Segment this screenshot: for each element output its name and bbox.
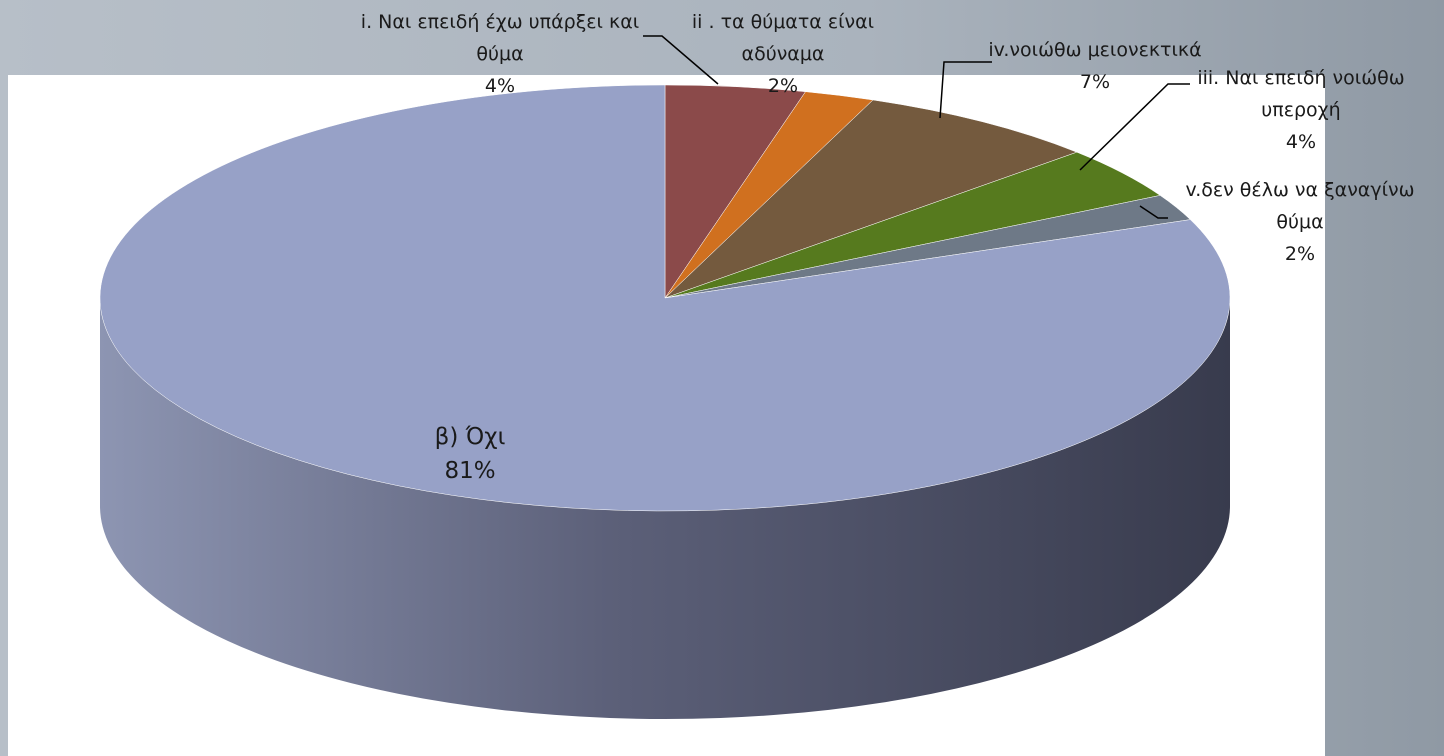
data-label: iii. Ναι επειδή νοιώθω υπεροχή 4%: [1166, 62, 1436, 158]
data-label: β) Όχι 81%: [340, 420, 600, 488]
leader-lines: [643, 35, 1190, 219]
leader-line: [1079, 83, 1190, 171]
leader-line: [643, 35, 719, 85]
slice: [664, 99, 1078, 299]
value-label: 4%: [1285, 131, 1317, 153]
data-label: i. Ναι επειδή έχω υπάρξει και θύμα 4%: [352, 6, 648, 102]
data-label: ii . τα θύματα είναι αδύναμα 2%: [668, 6, 898, 102]
slices: [99, 84, 1231, 719]
leader-line: [939, 61, 992, 119]
data-label: v.δεν θέλω να ξαναγίνω θύμα 2%: [1160, 174, 1440, 270]
category-label: iii. Ναι επειδή νοιώθω υπεροχή: [1197, 67, 1405, 121]
category-label: v.δεν θέλω να ξαναγίνω θύμα: [1185, 179, 1415, 233]
slice: [99, 84, 1231, 512]
category-label: β) Όχι: [434, 424, 506, 450]
value-label: 7%: [1079, 71, 1111, 93]
category-label: iv.νοιώθω μειονεκτικά: [988, 39, 1202, 61]
value-label: 2%: [1284, 243, 1316, 265]
value-label: 81%: [444, 458, 496, 484]
data-label: iv.νοιώθω μειονεκτικά 7%: [950, 34, 1240, 98]
category-label: ii . τα θύματα είναι αδύναμα: [691, 11, 875, 65]
value-label: 2%: [767, 75, 799, 97]
value-label: 4%: [484, 75, 516, 97]
category-label: i. Ναι επειδή έχω υπάρξει και θύμα: [360, 11, 640, 65]
leader-line: [1139, 205, 1168, 219]
slice-side: [100, 298, 1230, 719]
